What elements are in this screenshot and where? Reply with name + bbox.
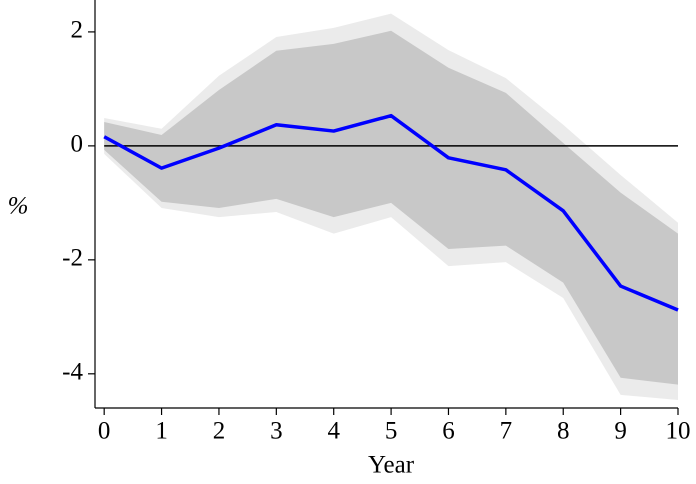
x-tick-label: 7 (500, 418, 513, 445)
y-tick-label: -4 (62, 359, 83, 386)
series-line (103, 113, 679, 312)
x-tick-label: 6 (442, 418, 455, 445)
y-axis-label: % (8, 193, 29, 220)
y-tick-label: 0 (71, 131, 84, 158)
x-tick-label: 5 (385, 418, 398, 445)
x-tick-label: 2 (213, 418, 226, 445)
x-tick-label: 10 (666, 418, 691, 445)
x-tick-label: 0 (98, 418, 111, 445)
x-tick-label: 1 (155, 418, 168, 445)
x-tick-label: 8 (557, 418, 570, 445)
y-tick-label: -2 (62, 245, 83, 272)
x-tick-label: 4 (327, 418, 340, 445)
x-tick-label: 3 (270, 418, 283, 445)
x-axis-label: Year (368, 452, 415, 479)
x-tick-label: 9 (614, 418, 627, 445)
confidence-band (104, 30, 679, 385)
y-tick-label: 2 (71, 17, 84, 44)
